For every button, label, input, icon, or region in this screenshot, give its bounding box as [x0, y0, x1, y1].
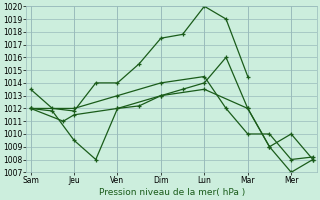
X-axis label: Pression niveau de la mer( hPa ): Pression niveau de la mer( hPa ): [99, 188, 245, 197]
